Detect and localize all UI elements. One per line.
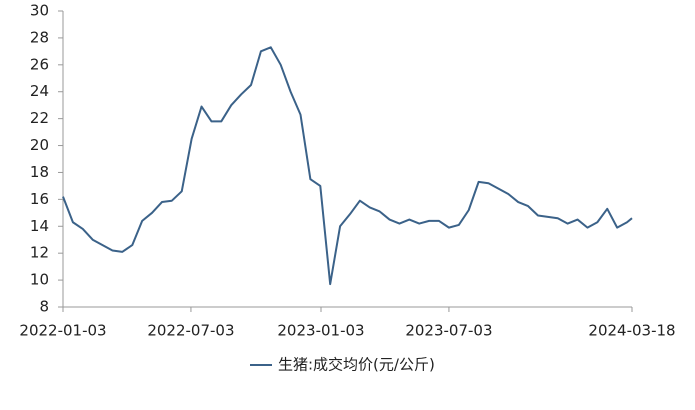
y-tick-label: 18: [30, 163, 49, 181]
x-tick-label: 2024-03-18: [588, 322, 675, 340]
y-tick-label: 16: [30, 190, 49, 208]
y-tick-label: 8: [39, 298, 49, 316]
x-tick-label: 2022-07-03: [147, 322, 234, 340]
legend-label: 生猪:成交均价(元/公斤): [278, 356, 435, 374]
y-tick-label: 30: [30, 2, 49, 20]
x-tick-label: 2023-07-03: [405, 322, 492, 340]
line-series: [62, 46, 633, 286]
x-tick-label: 2023-01-03: [277, 322, 364, 340]
y-tick-label: 20: [30, 136, 49, 154]
y-tick-label: 26: [30, 55, 49, 73]
y-tick-label: 24: [30, 82, 49, 100]
x-tick-label: 2022-01-03: [19, 322, 106, 340]
y-tick-label: 12: [30, 244, 49, 262]
y-tick-label: 22: [30, 109, 49, 127]
y-tick-label: 10: [30, 271, 49, 289]
y-tick-label: 28: [30, 28, 49, 46]
y-tick-label: 14: [30, 217, 49, 235]
